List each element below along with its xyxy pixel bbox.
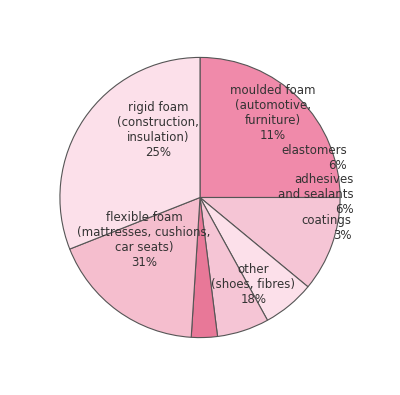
Text: coatings
3%: coatings 3%: [301, 214, 351, 242]
Text: rigid foam
(construction,
insulation)
25%: rigid foam (construction, insulation) 25…: [117, 101, 199, 159]
Text: moulded foam
(automotive,
furniture)
11%: moulded foam (automotive, furniture) 11%: [230, 85, 316, 143]
Text: elastomers
6%: elastomers 6%: [281, 144, 347, 172]
Wedge shape: [200, 198, 340, 287]
Wedge shape: [60, 57, 200, 249]
Wedge shape: [200, 198, 268, 337]
Text: flexible foam
(mattresses, cushions,
car seats)
31%: flexible foam (mattresses, cushions, car…: [77, 211, 211, 269]
Wedge shape: [200, 198, 308, 320]
Text: other
(shoes, fibres)
18%: other (shoes, fibres) 18%: [211, 263, 295, 306]
Wedge shape: [200, 57, 340, 198]
Text: adhesives
and sealants
6%: adhesives and sealants 6%: [278, 173, 354, 216]
Wedge shape: [70, 198, 200, 337]
Wedge shape: [191, 198, 218, 338]
